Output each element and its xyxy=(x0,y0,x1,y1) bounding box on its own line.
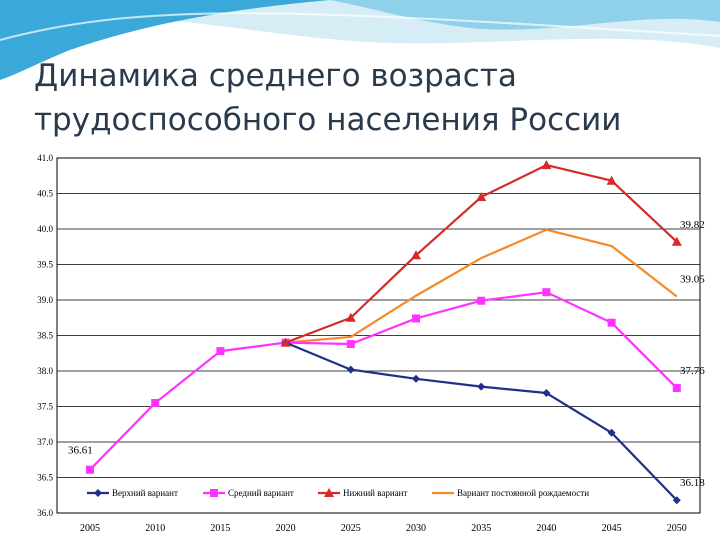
data-label: 36.18 xyxy=(680,477,705,489)
data-point xyxy=(346,340,355,349)
x-tick-label: 2045 xyxy=(602,523,622,534)
data-point xyxy=(216,347,225,356)
series-line xyxy=(89,291,678,471)
series-line xyxy=(285,228,678,344)
banner-wave-mid xyxy=(330,0,720,30)
data-point xyxy=(345,312,356,322)
x-tick-label: 2050 xyxy=(667,523,687,534)
data-point xyxy=(541,160,552,170)
x-tick-label: 2040 xyxy=(536,523,556,534)
data-point xyxy=(86,465,94,474)
data-point xyxy=(412,314,420,323)
x-tick-label: 2030 xyxy=(406,523,426,534)
data-point xyxy=(542,389,551,398)
x-tick-label: 2005 xyxy=(80,523,100,534)
slide-header-banner xyxy=(0,0,720,80)
x-tick-label: 2035 xyxy=(471,523,491,534)
y-tick-label: 41.0 xyxy=(37,153,53,163)
y-tick-label: 38.5 xyxy=(37,331,53,341)
data-point xyxy=(151,398,160,407)
y-tick-label: 39.5 xyxy=(37,260,53,270)
y-tick-label: 40.5 xyxy=(37,189,53,199)
data-point xyxy=(280,337,291,347)
data-point xyxy=(607,318,616,327)
x-tick-label: 2020 xyxy=(276,523,296,534)
data-point xyxy=(672,384,681,393)
x-tick-label: 2010 xyxy=(145,523,165,534)
data-point xyxy=(606,175,617,185)
slide-title: Динамика среднего возраста трудоспособно… xyxy=(34,54,694,142)
y-tick-label: 36.5 xyxy=(37,473,53,483)
line-chart: 36.0 36.5 37.0 37.5 38.0 38.5 39.0 39.5 40.0 40.5… xyxy=(37,153,705,534)
legend-label: Средний вариант xyxy=(228,488,294,498)
banner-wave-dark xyxy=(0,0,330,80)
y-tick-label: 38.0 xyxy=(37,366,53,376)
legend-marker xyxy=(210,489,218,497)
data-point xyxy=(477,296,486,305)
data-point xyxy=(346,365,355,374)
slide-title-line-1: Динамика среднего возраста xyxy=(34,58,517,94)
legend-label: Нижний вариант xyxy=(343,488,407,498)
x-tick-label: 2025 xyxy=(341,523,361,534)
data-label: 39.82 xyxy=(680,219,705,231)
data-point xyxy=(411,250,421,260)
data-point xyxy=(542,288,551,297)
legend-marker xyxy=(324,488,334,497)
y-tick-label: 40.0 xyxy=(37,224,53,234)
data-point xyxy=(477,382,486,391)
data-point xyxy=(607,428,616,437)
data-label: 39.05 xyxy=(680,273,705,285)
y-tick-label: 37.5 xyxy=(37,402,53,412)
data-label: 36.61 xyxy=(68,445,93,457)
y-tick-label: 39.0 xyxy=(37,295,53,305)
y-tick-label: 36.0 xyxy=(37,508,53,518)
legend-marker xyxy=(94,489,102,497)
data-point xyxy=(671,236,682,246)
series-line xyxy=(285,341,678,501)
data-point xyxy=(412,374,420,383)
x-tick-label: 2015 xyxy=(210,523,230,534)
data-point xyxy=(476,192,487,202)
legend-label: Верхний вариант xyxy=(112,488,178,498)
data-point xyxy=(672,496,681,505)
series-line xyxy=(285,164,678,344)
slide-title-line-2: трудоспособного населения России xyxy=(34,102,622,138)
data-label: 37.76 xyxy=(680,365,705,377)
y-tick-label: 37.0 xyxy=(37,437,53,447)
legend-label: Вариант постоянной рождаемости xyxy=(457,488,589,498)
banner-wave-stroke xyxy=(0,12,720,41)
